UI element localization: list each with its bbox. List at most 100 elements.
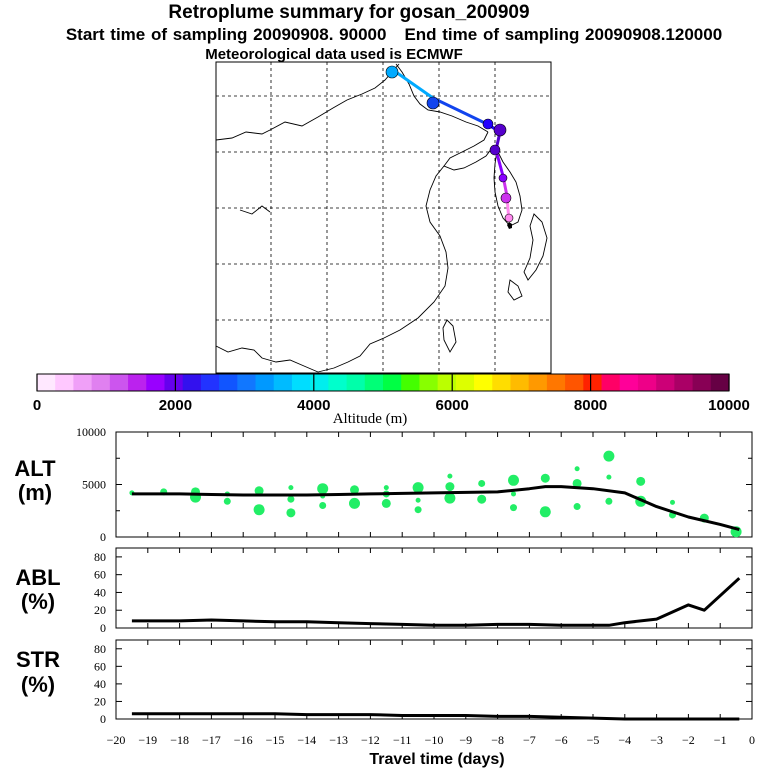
y-tick-label: 80 [94,642,106,656]
colorbar-cell [437,374,457,391]
x-tick-label: −9 [459,733,472,747]
colorbar-cell [419,374,439,391]
x-axis-label: Travel time (days) [369,751,504,768]
x-tick-label: −13 [329,733,348,747]
colorbar-cell [182,374,202,391]
colorbar-cell [37,374,56,391]
trajectory-plume [385,65,514,223]
x-tick-label: −1 [714,733,727,747]
altitude-colorbar: 0 2000 4000 6000 8000 10000 Altitude (m) [33,373,750,427]
x-tick-label: −17 [202,733,221,747]
scatter-point [223,497,231,505]
x-tick-label: −16 [234,733,253,747]
scatter-point [414,506,422,514]
colorbar-cell [656,374,675,391]
scatter-point [350,485,359,495]
colorbar-cell [601,374,621,391]
colorbar-tick-label: 0 [33,397,41,414]
colorbar-cell [492,374,512,391]
x-tick-label: −11 [393,733,411,747]
plume-particle [498,173,508,183]
colorbar-cell [474,374,493,391]
gosan-receptor-marker [507,222,512,229]
panel-ylabel-unit: (m) [18,480,52,505]
scatter-point [444,492,456,504]
scatter-point [603,450,615,462]
colorbar-cell [164,374,184,391]
x-tick-label: −8 [491,733,504,747]
x-tick-label: −7 [523,733,536,747]
panel-frame [115,431,753,538]
colorbar-tick-label: 2000 [159,397,192,414]
colorbar-tick-label: 8000 [574,397,607,414]
colorbar-cell [146,374,166,391]
y-tick-label: 40 [94,677,106,691]
scatter-point [510,504,517,512]
colorbar-cell [273,374,293,391]
trajectory-segment [432,96,488,126]
colorbar-cell [73,374,93,391]
x-tick-label: −20 [107,733,126,747]
y-tick-label: 0 [100,712,106,726]
x-tick-label: −14 [297,733,316,747]
colorbar-tick-label: 10000 [708,397,750,414]
scatter-point [319,502,327,509]
colorbar-cell [383,374,402,391]
trajectory-map [215,61,552,374]
colorbar-cell [109,374,129,391]
scatter-point [540,473,550,483]
colorbar-cell [510,374,530,391]
panel-ylabel: STR [16,647,60,672]
end-sampling-text: End time of sampling 20090908.120000 [404,25,723,44]
scatter-point [539,506,551,518]
scatter-point [412,482,424,494]
x-tick-label: −12 [361,733,380,747]
scatter-point [670,499,675,505]
y-tick-label: 5000 [82,478,106,492]
scatter-point [572,478,582,488]
scatter-point [573,503,581,511]
scatter-point [511,491,516,497]
x-tick-label: −3 [650,733,663,747]
scatter-point [288,485,294,491]
scatter-point [478,479,486,487]
chart-title: Retroplume summary for gosan_200909 [168,2,530,23]
plume-particle [500,192,512,204]
x-tick-label: −19 [138,733,157,747]
series-line [131,712,740,721]
colorbar-tick-label: 6000 [436,397,469,414]
scatter-point [286,508,296,518]
colorbar-cell [401,374,421,391]
panel-ylabel: ABL [15,565,60,590]
colorbar-tick-label: 4000 [297,397,330,414]
scatter-point [606,474,612,480]
series-line [131,485,740,532]
x-tick-label: −2 [682,733,695,747]
scatter-point [636,476,646,486]
colorbar-cell [255,374,275,391]
colorbar-cell [328,374,348,391]
y-tick-label: 10000 [76,425,106,439]
scatter-point [317,483,329,495]
x-tick-label: −10 [425,733,444,747]
colorbar-cell [291,374,311,391]
colorbar-cell [128,374,147,391]
panel-frame [115,547,753,629]
colorbar-cell [237,374,257,391]
x-tick-label: −6 [555,733,568,747]
scatter-point [349,497,360,509]
colorbar-cell [710,374,730,391]
scatter-point [253,504,265,516]
y-tick-label: 80 [94,550,106,564]
colorbar-cell [565,374,584,391]
panel-abl: ABL(%) 0 20 40 60 80 [15,547,753,635]
plume-particle [385,65,399,79]
plume-particle [489,144,501,156]
series-line [131,577,741,627]
y-tick-label: 40 [94,585,106,599]
y-tick-label: 60 [94,659,106,673]
scatter-point [287,495,295,503]
colorbar-cell [619,374,639,391]
colorbar-cell [692,374,712,391]
trajectory-segment [392,68,434,100]
